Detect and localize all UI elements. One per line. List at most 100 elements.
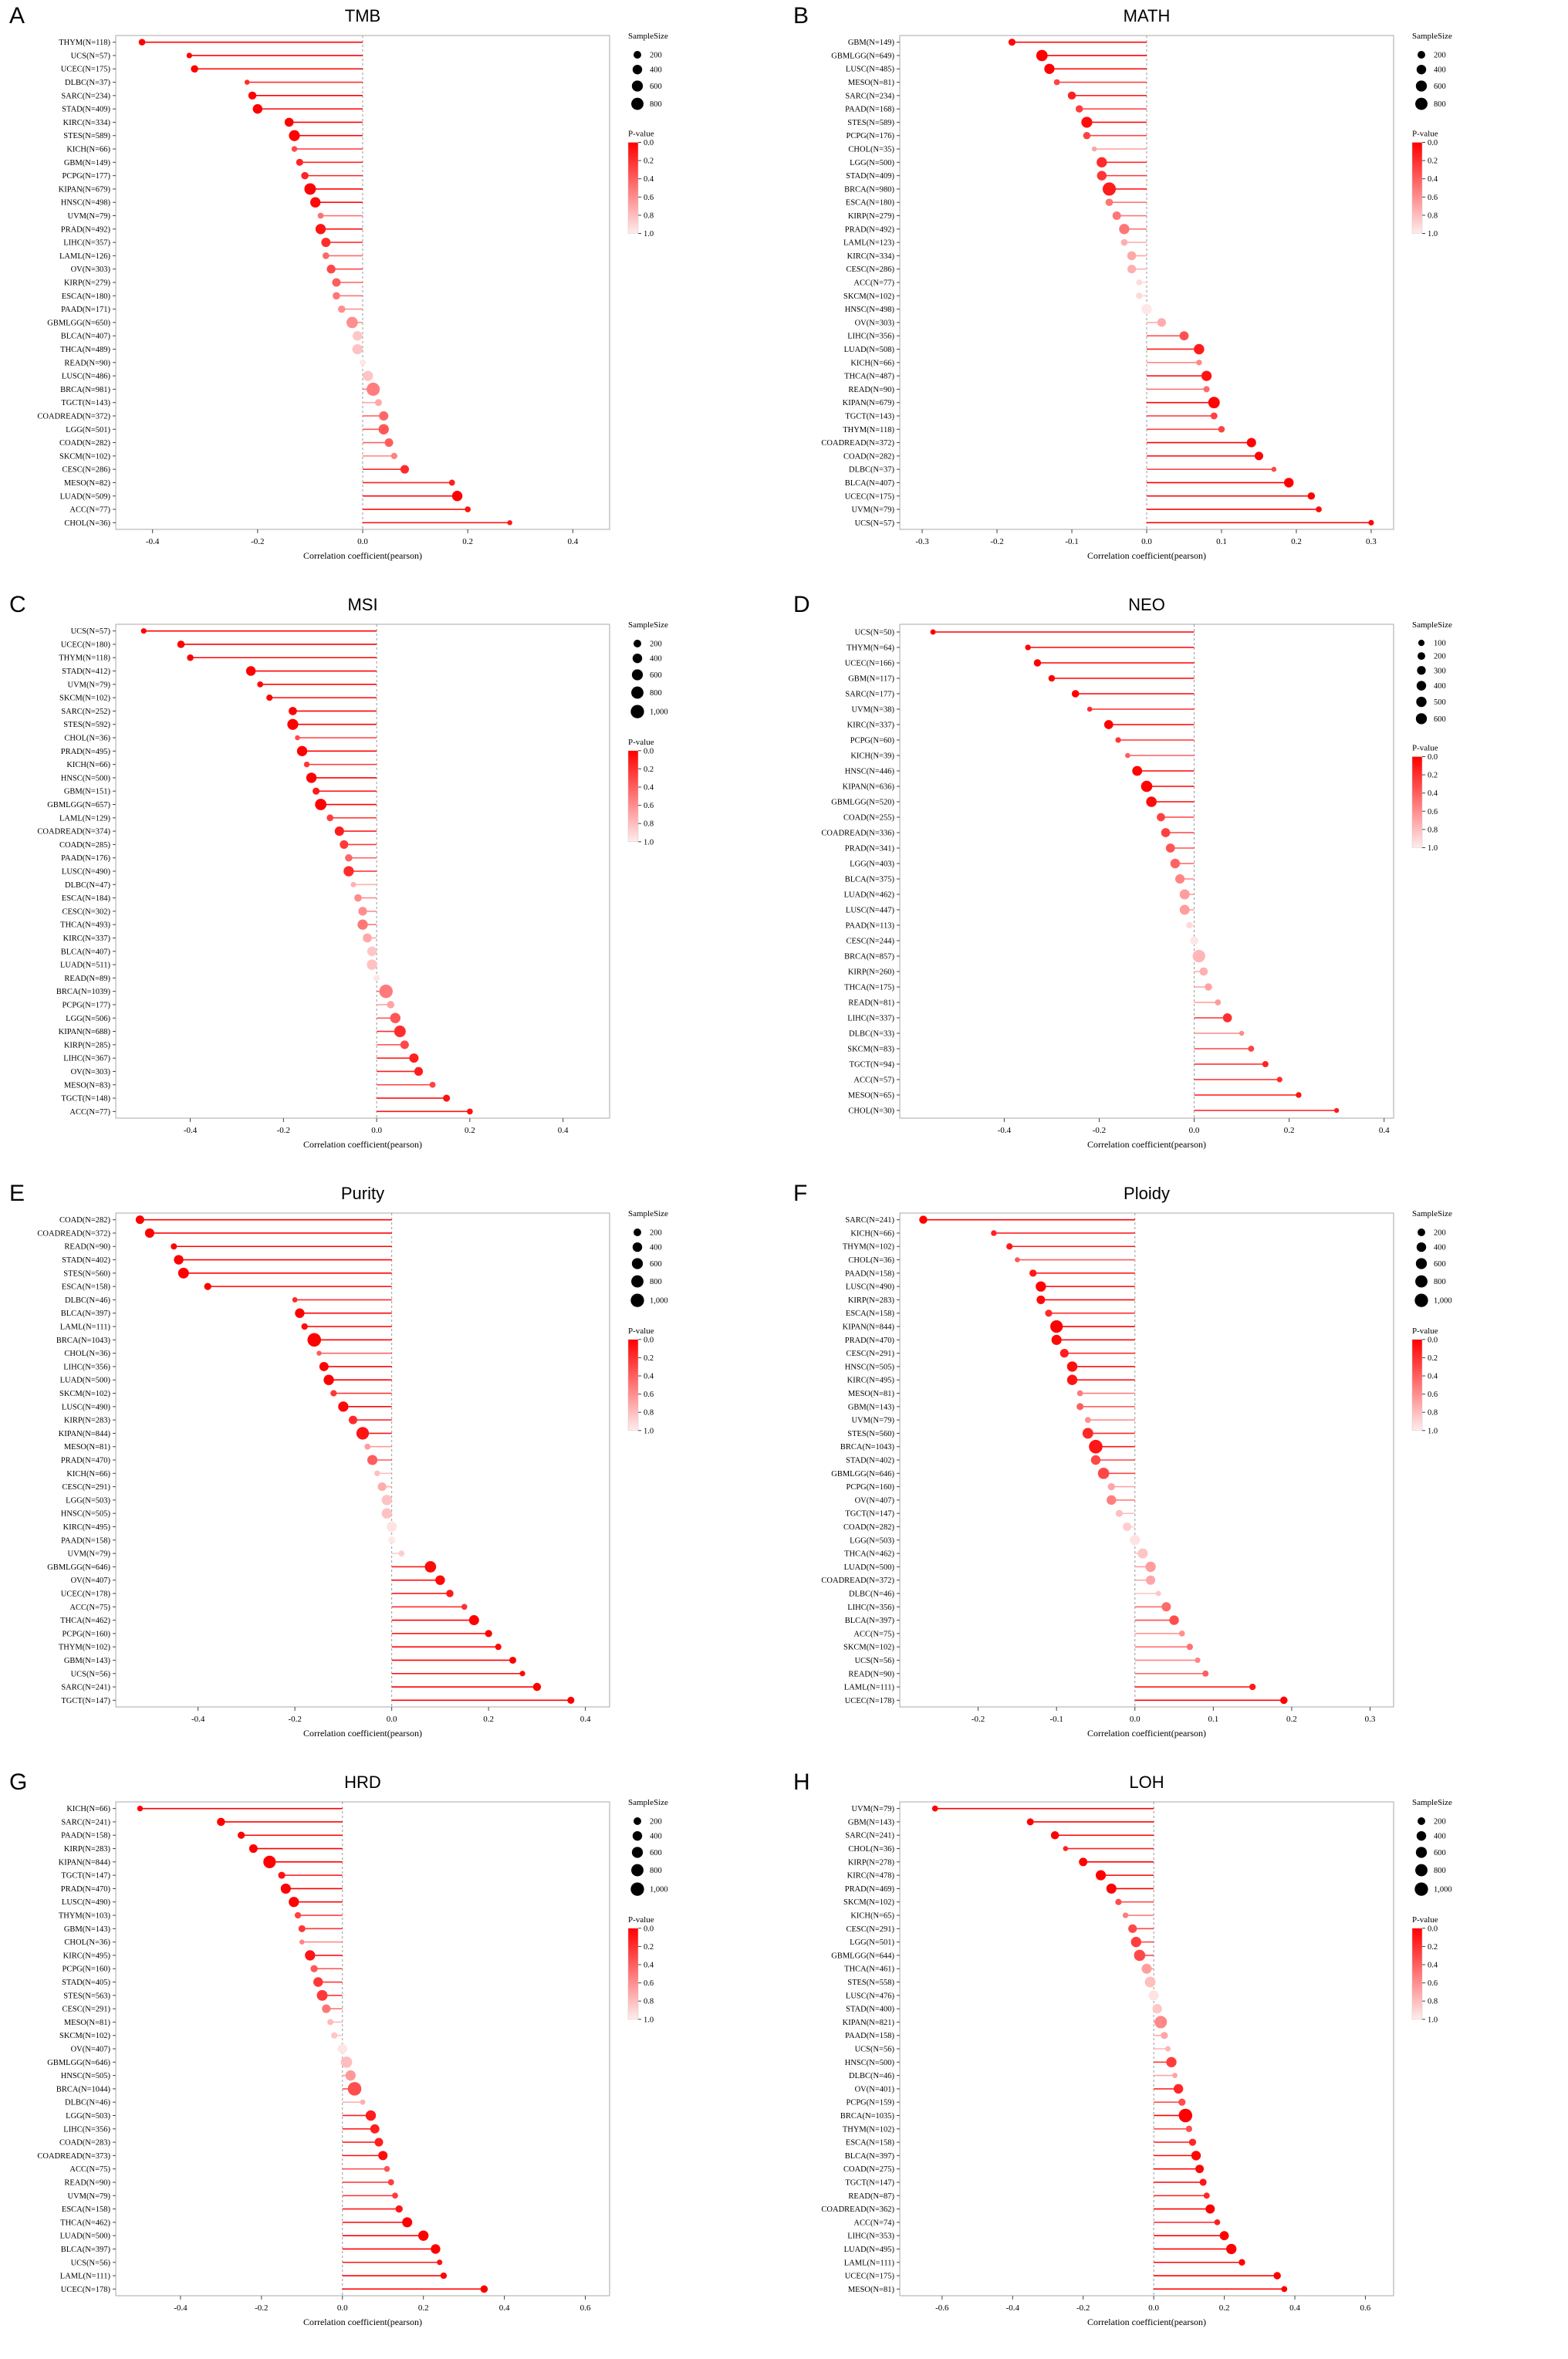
- y-label-KICH: KICH(N=66): [850, 1229, 894, 1238]
- y-label-SKCM: SKCM(N=102): [59, 695, 111, 703]
- data-point-LUAD: [367, 959, 377, 970]
- plot-border: [899, 1801, 1394, 2296]
- data-point-CHOL: [1015, 1257, 1020, 1262]
- data-point-PRAD: [1119, 224, 1130, 235]
- data-point-LIHC: [370, 2124, 380, 2134]
- data-point-UCS: [519, 1671, 525, 1677]
- y-label-ACC: ACC(N=75): [69, 2165, 110, 2174]
- legend-size-title: SampleSize: [628, 620, 668, 630]
- x-tick-label: -0.1: [1065, 537, 1078, 546]
- legend-size-dot: [631, 1847, 644, 1858]
- y-label-UCS: UCS(N=57): [71, 627, 111, 636]
- y-label-BLCA: BLCA(N=397): [845, 2152, 895, 2161]
- panel-title: Ploidy: [1124, 1184, 1170, 1203]
- p-tick-label: 0.0: [644, 1336, 654, 1344]
- y-label-KIRC: KIRC(N=478): [847, 1872, 895, 1881]
- chart-LOH: H LOH UVM(N=79) GBM(N=143) SARC(N=241) CHOL(N…: [793, 1769, 1452, 2327]
- y-label-KIRP: KIRP(N=283): [848, 1296, 895, 1305]
- y-label-PRAD: PRAD(N=492): [845, 225, 895, 234]
- y-label-READ: READ(N=90): [848, 1670, 894, 1678]
- panel-title: TMB: [345, 6, 380, 25]
- data-point-KIRP: [332, 278, 341, 287]
- y-label-GBM: GBM(N=143): [64, 1657, 111, 1665]
- y-label-CESC: CESC(N=302): [62, 907, 110, 916]
- data-point-ESCA: [354, 894, 362, 902]
- y-label-DLBC: DLBC(N=46): [65, 2099, 111, 2107]
- y-label-HNSC: HNSC(N=498): [61, 199, 111, 208]
- y-label-PRAD: PRAD(N=492): [61, 225, 111, 234]
- y-label-STAD: STAD(N=400): [846, 2006, 894, 2014]
- p-tick-label: 0.2: [644, 765, 654, 774]
- data-point-CESC: [377, 1482, 387, 1492]
- y-label-BRCA: BRCA(N=857): [844, 953, 894, 962]
- y-label-ACC: ACC(N=77): [853, 279, 894, 288]
- legend-size-label: 400: [1434, 682, 1446, 691]
- y-label-KICH: KICH(N=66): [66, 146, 110, 154]
- y-label-PAAD: PAAD(N=171): [61, 306, 110, 314]
- data-point-THCA: [1205, 983, 1212, 991]
- data-point-OV: [1173, 2084, 1184, 2094]
- data-point-ACC: [1136, 279, 1143, 286]
- x-tick-label: 0.2: [1219, 2303, 1230, 2313]
- x-axis-label: Correlation coefficient(pearson): [303, 1139, 422, 1150]
- data-point-GBM: [1076, 1403, 1084, 1411]
- data-point-BRCA: [379, 984, 393, 999]
- data-point-MESO: [364, 1443, 371, 1450]
- y-label-SARC: SARC(N=252): [61, 708, 110, 716]
- data-point-STES: [289, 130, 300, 141]
- y-label-PCPG: PCPG(N=60): [850, 737, 895, 745]
- y-label-DLBC: DLBC(N=46): [849, 1590, 895, 1598]
- x-tick-label: 0.4: [558, 1126, 569, 1135]
- data-point-CHOL: [1091, 146, 1097, 152]
- data-point-KIRP: [1199, 967, 1208, 976]
- y-label-CHOL: CHOL(N=35): [848, 146, 894, 154]
- data-point-GBMLGG: [1036, 49, 1048, 62]
- data-point-MESO: [327, 2019, 333, 2026]
- x-tick-label: -0.2: [990, 537, 1003, 546]
- y-label-GBM: GBM(N=143): [64, 1925, 111, 1934]
- y-label-UVM: UVM(N=38): [852, 706, 895, 715]
- y-label-UCEC: UCEC(N=175): [61, 66, 111, 74]
- p-tick-label: 0.0: [1428, 1336, 1438, 1344]
- y-label-COAD: COAD(N=275): [843, 2165, 895, 2174]
- data-point-THYM: [1025, 644, 1031, 651]
- y-label-LGG: LGG(N=503): [850, 1536, 894, 1545]
- y-label-DLBC: DLBC(N=47): [65, 881, 111, 890]
- y-label-UCS: UCS(N=50): [855, 629, 895, 637]
- p-value-colorbar: [627, 1339, 639, 1431]
- y-label-STES: STES(N=558): [847, 1979, 894, 1987]
- data-point-PRAD: [367, 1455, 378, 1465]
- panel-letter: A: [9, 3, 25, 29]
- y-label-KIRP: KIRP(N=283): [64, 1845, 111, 1854]
- p-tick-label: 0.6: [1428, 194, 1438, 202]
- data-point-CESC: [1128, 1924, 1137, 1933]
- y-label-COAD: COAD(N=282): [843, 1523, 895, 1532]
- data-point-PRAD: [280, 1883, 291, 1894]
- y-label-SARC: SARC(N=241): [61, 1818, 110, 1827]
- data-point-KICH: [1122, 1912, 1129, 1918]
- legend-size-label: 500: [1434, 698, 1446, 707]
- data-point-TGCT: [1199, 2178, 1207, 2186]
- panel-title: LOH: [1129, 1773, 1164, 1792]
- p-tick-label: 1.0: [644, 230, 654, 238]
- data-point-COADREAD: [379, 411, 389, 421]
- data-point-PAAD: [338, 305, 346, 313]
- y-label-SKCM: SKCM(N=102): [843, 1898, 895, 1907]
- legend-size-label: 200: [650, 51, 662, 59]
- x-tick-label: 0.2: [1284, 1126, 1295, 1135]
- p-tick-label: 0.6: [644, 802, 654, 810]
- data-point-LGG: [1170, 858, 1181, 869]
- y-label-GBMLGG: GBMLGG(N=650): [47, 319, 110, 327]
- y-label-READ: READ(N=81): [848, 999, 894, 1008]
- legend-p-title: P-value: [1412, 130, 1438, 139]
- x-tick-label: -0.2: [972, 1715, 985, 1724]
- data-point-UCS: [1195, 1657, 1201, 1664]
- data-point-KIRC: [1066, 1374, 1078, 1385]
- p-tick-label: 0.8: [644, 211, 654, 220]
- legend-size-label: 800: [650, 689, 662, 698]
- data-point-BRCA: [1102, 182, 1117, 196]
- p-tick-label: 0.6: [1428, 1391, 1438, 1399]
- data-point-HNSC: [306, 772, 317, 783]
- data-point-OV: [337, 2043, 348, 2054]
- p-tick-label: 0.2: [644, 157, 654, 166]
